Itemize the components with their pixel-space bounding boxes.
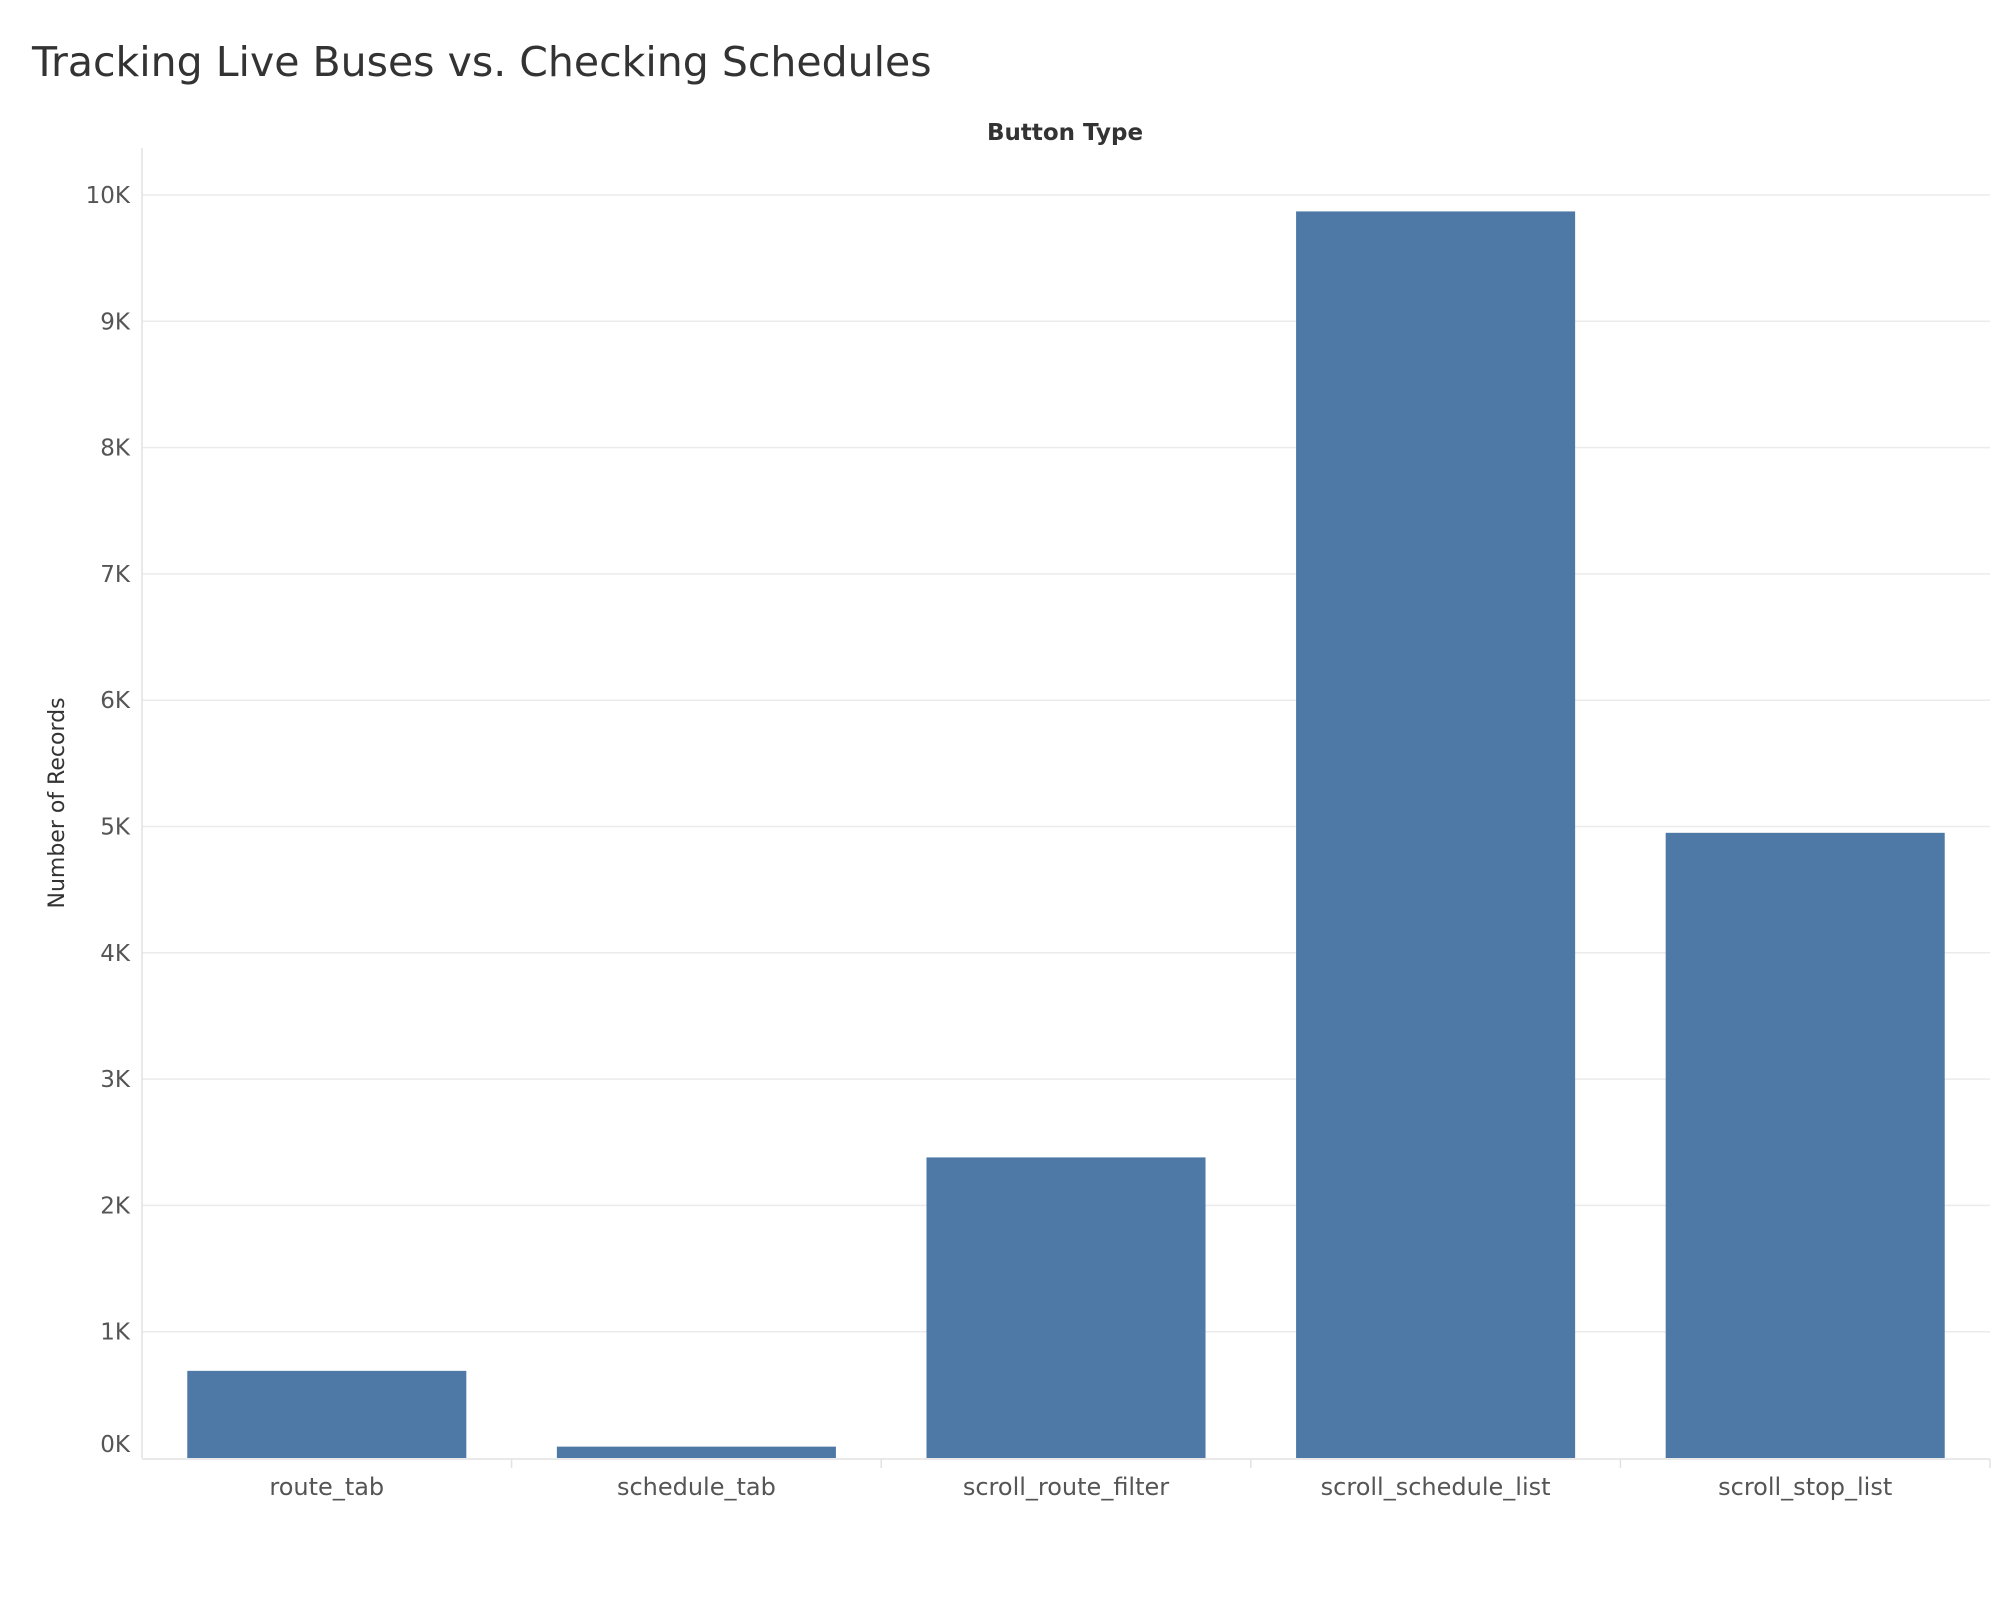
y-tick-label: 9K <box>100 309 131 335</box>
y-tick-label: 0K <box>100 1432 131 1458</box>
bars <box>187 211 1945 1459</box>
y-tick-label: 2K <box>100 1193 131 1219</box>
y-tick-label: 3K <box>100 1067 131 1093</box>
bar-route-tab[interactable] <box>187 1370 467 1458</box>
x-tick-label: scroll_route_filter <box>963 1473 1169 1501</box>
bar-scroll-schedule-list[interactable] <box>1296 211 1576 1459</box>
bar-scroll-route-filter[interactable] <box>926 1157 1206 1458</box>
x-tick-label: scroll_stop_list <box>1718 1473 1892 1501</box>
y-axis-label: Number of Records <box>45 697 70 908</box>
x-tick-label: scroll_schedule_list <box>1321 1473 1551 1501</box>
bar-scroll-stop-list[interactable] <box>1665 832 1945 1458</box>
x-tick-label: route_tab <box>269 1473 384 1501</box>
bar-schedule-tab[interactable] <box>556 1446 836 1458</box>
y-tick-label: 6K <box>100 688 131 714</box>
y-tick-label: 8K <box>100 436 131 462</box>
y-tick-label: 4K <box>100 941 131 967</box>
axes: 0K 1K 2K 3K 4K 5K 6K 7K 8K 9K 10K route_tab schedule… <box>86 148 1991 1501</box>
chart-title: Tracking Live Buses vs. Checking Schedul… <box>32 38 932 86</box>
y-tick-label: 10K <box>86 183 131 209</box>
column-header: Button Type <box>987 120 1143 146</box>
x-tick-label: schedule_tab <box>617 1473 776 1501</box>
y-tick-label: 1K <box>100 1320 131 1346</box>
y-tick-label: 5K <box>100 815 131 841</box>
y-tick-label: 7K <box>100 562 131 588</box>
